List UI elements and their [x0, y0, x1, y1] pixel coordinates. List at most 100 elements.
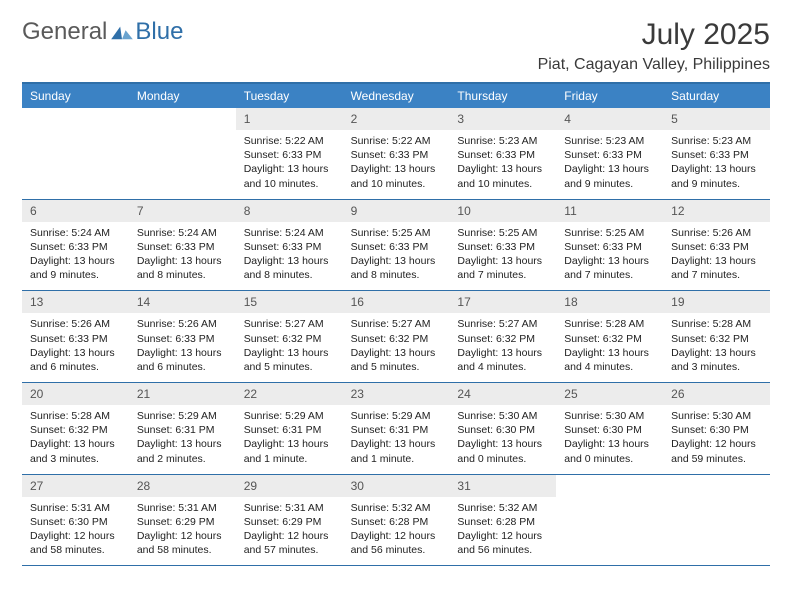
day-details: Sunrise: 5:28 AMSunset: 6:32 PMDaylight:… — [22, 405, 129, 474]
day-number: 6 — [22, 200, 129, 222]
day-details: Sunrise: 5:31 AMSunset: 6:29 PMDaylight:… — [236, 497, 343, 566]
calendar-week: 13Sunrise: 5:26 AMSunset: 6:33 PMDayligh… — [22, 291, 770, 383]
day-details: Sunrise: 5:32 AMSunset: 6:28 PMDaylight:… — [343, 497, 450, 566]
title-block: July 2025 Piat, Cagayan Valley, Philippi… — [538, 18, 770, 74]
calendar-day: 12Sunrise: 5:26 AMSunset: 6:33 PMDayligh… — [663, 200, 770, 291]
day-number: 10 — [449, 200, 556, 222]
day-details: Sunrise: 5:31 AMSunset: 6:30 PMDaylight:… — [22, 497, 129, 566]
calendar-day: 21Sunrise: 5:29 AMSunset: 6:31 PMDayligh… — [129, 383, 236, 474]
day-details: Sunrise: 5:24 AMSunset: 6:33 PMDaylight:… — [129, 222, 236, 291]
calendar-day: 27Sunrise: 5:31 AMSunset: 6:30 PMDayligh… — [22, 475, 129, 566]
day-number: 23 — [343, 383, 450, 405]
calendar-day: 26Sunrise: 5:30 AMSunset: 6:30 PMDayligh… — [663, 383, 770, 474]
day-details: Sunrise: 5:24 AMSunset: 6:33 PMDaylight:… — [236, 222, 343, 291]
day-details: Sunrise: 5:25 AMSunset: 6:33 PMDaylight:… — [556, 222, 663, 291]
day-details: Sunrise: 5:28 AMSunset: 6:32 PMDaylight:… — [556, 313, 663, 382]
day-number: 26 — [663, 383, 770, 405]
day-number: 14 — [129, 291, 236, 313]
day-details: Sunrise: 5:23 AMSunset: 6:33 PMDaylight:… — [663, 130, 770, 199]
location-text: Piat, Cagayan Valley, Philippines — [538, 56, 770, 74]
day-number: 25 — [556, 383, 663, 405]
calendar-day: 17Sunrise: 5:27 AMSunset: 6:32 PMDayligh… — [449, 291, 556, 382]
day-details: Sunrise: 5:26 AMSunset: 6:33 PMDaylight:… — [129, 313, 236, 382]
logo-mark-icon — [111, 23, 133, 41]
calendar-day — [22, 108, 129, 199]
day-number: 27 — [22, 475, 129, 497]
calendar-week: 20Sunrise: 5:28 AMSunset: 6:32 PMDayligh… — [22, 383, 770, 475]
calendar-grid: 1Sunrise: 5:22 AMSunset: 6:33 PMDaylight… — [22, 108, 770, 566]
calendar-day: 31Sunrise: 5:32 AMSunset: 6:28 PMDayligh… — [449, 475, 556, 566]
weekday-header: Friday — [556, 84, 663, 108]
day-number: 29 — [236, 475, 343, 497]
day-number: 21 — [129, 383, 236, 405]
day-details: Sunrise: 5:23 AMSunset: 6:33 PMDaylight:… — [449, 130, 556, 199]
month-title: July 2025 — [538, 18, 770, 52]
day-details: Sunrise: 5:25 AMSunset: 6:33 PMDaylight:… — [449, 222, 556, 291]
day-number: 9 — [343, 200, 450, 222]
day-details: Sunrise: 5:30 AMSunset: 6:30 PMDaylight:… — [556, 405, 663, 474]
calendar-day: 10Sunrise: 5:25 AMSunset: 6:33 PMDayligh… — [449, 200, 556, 291]
calendar-day: 9Sunrise: 5:25 AMSunset: 6:33 PMDaylight… — [343, 200, 450, 291]
brand-part1: General — [22, 18, 107, 46]
day-number: 7 — [129, 200, 236, 222]
calendar-day: 8Sunrise: 5:24 AMSunset: 6:33 PMDaylight… — [236, 200, 343, 291]
weekday-header: Wednesday — [343, 84, 450, 108]
calendar-day: 15Sunrise: 5:27 AMSunset: 6:32 PMDayligh… — [236, 291, 343, 382]
day-number — [663, 475, 770, 497]
calendar-day: 14Sunrise: 5:26 AMSunset: 6:33 PMDayligh… — [129, 291, 236, 382]
day-details: Sunrise: 5:27 AMSunset: 6:32 PMDaylight:… — [343, 313, 450, 382]
calendar-day — [663, 475, 770, 566]
day-number: 19 — [663, 291, 770, 313]
day-number: 20 — [22, 383, 129, 405]
day-details: Sunrise: 5:22 AMSunset: 6:33 PMDaylight:… — [343, 130, 450, 199]
day-details: Sunrise: 5:25 AMSunset: 6:33 PMDaylight:… — [343, 222, 450, 291]
day-number — [556, 475, 663, 497]
calendar-day: 29Sunrise: 5:31 AMSunset: 6:29 PMDayligh… — [236, 475, 343, 566]
day-details: Sunrise: 5:29 AMSunset: 6:31 PMDaylight:… — [343, 405, 450, 474]
day-details: Sunrise: 5:27 AMSunset: 6:32 PMDaylight:… — [449, 313, 556, 382]
calendar-day: 22Sunrise: 5:29 AMSunset: 6:31 PMDayligh… — [236, 383, 343, 474]
calendar-day: 11Sunrise: 5:25 AMSunset: 6:33 PMDayligh… — [556, 200, 663, 291]
day-details: Sunrise: 5:32 AMSunset: 6:28 PMDaylight:… — [449, 497, 556, 566]
day-number: 12 — [663, 200, 770, 222]
weekday-header: Saturday — [663, 84, 770, 108]
page-header: General Blue July 2025 Piat, Cagayan Val… — [22, 18, 770, 74]
weekday-header: Tuesday — [236, 84, 343, 108]
day-number: 31 — [449, 475, 556, 497]
weekday-header: Sunday — [22, 84, 129, 108]
weekday-header-row: SundayMondayTuesdayWednesdayThursdayFrid… — [22, 84, 770, 108]
day-number: 8 — [236, 200, 343, 222]
day-number: 22 — [236, 383, 343, 405]
weekday-header: Thursday — [449, 84, 556, 108]
brand-logo: General Blue — [22, 18, 183, 46]
day-number — [22, 108, 129, 130]
day-number: 5 — [663, 108, 770, 130]
calendar-day: 3Sunrise: 5:23 AMSunset: 6:33 PMDaylight… — [449, 108, 556, 199]
day-number: 1 — [236, 108, 343, 130]
calendar-day: 13Sunrise: 5:26 AMSunset: 6:33 PMDayligh… — [22, 291, 129, 382]
day-details: Sunrise: 5:22 AMSunset: 6:33 PMDaylight:… — [236, 130, 343, 199]
calendar-day: 1Sunrise: 5:22 AMSunset: 6:33 PMDaylight… — [236, 108, 343, 199]
day-number: 4 — [556, 108, 663, 130]
day-details: Sunrise: 5:27 AMSunset: 6:32 PMDaylight:… — [236, 313, 343, 382]
day-details: Sunrise: 5:30 AMSunset: 6:30 PMDaylight:… — [449, 405, 556, 474]
brand-part2: Blue — [135, 18, 183, 46]
calendar-day: 25Sunrise: 5:30 AMSunset: 6:30 PMDayligh… — [556, 383, 663, 474]
calendar: SundayMondayTuesdayWednesdayThursdayFrid… — [22, 82, 770, 566]
calendar-week: 6Sunrise: 5:24 AMSunset: 6:33 PMDaylight… — [22, 200, 770, 292]
day-details: Sunrise: 5:28 AMSunset: 6:32 PMDaylight:… — [663, 313, 770, 382]
calendar-day: 16Sunrise: 5:27 AMSunset: 6:32 PMDayligh… — [343, 291, 450, 382]
day-details: Sunrise: 5:24 AMSunset: 6:33 PMDaylight:… — [22, 222, 129, 291]
day-details: Sunrise: 5:30 AMSunset: 6:30 PMDaylight:… — [663, 405, 770, 474]
calendar-day: 7Sunrise: 5:24 AMSunset: 6:33 PMDaylight… — [129, 200, 236, 291]
day-details: Sunrise: 5:29 AMSunset: 6:31 PMDaylight:… — [236, 405, 343, 474]
calendar-week: 1Sunrise: 5:22 AMSunset: 6:33 PMDaylight… — [22, 108, 770, 200]
day-details: Sunrise: 5:26 AMSunset: 6:33 PMDaylight:… — [22, 313, 129, 382]
day-number — [129, 108, 236, 130]
day-number: 3 — [449, 108, 556, 130]
day-number: 16 — [343, 291, 450, 313]
day-number: 18 — [556, 291, 663, 313]
day-details: Sunrise: 5:31 AMSunset: 6:29 PMDaylight:… — [129, 497, 236, 566]
calendar-day — [129, 108, 236, 199]
day-number: 28 — [129, 475, 236, 497]
